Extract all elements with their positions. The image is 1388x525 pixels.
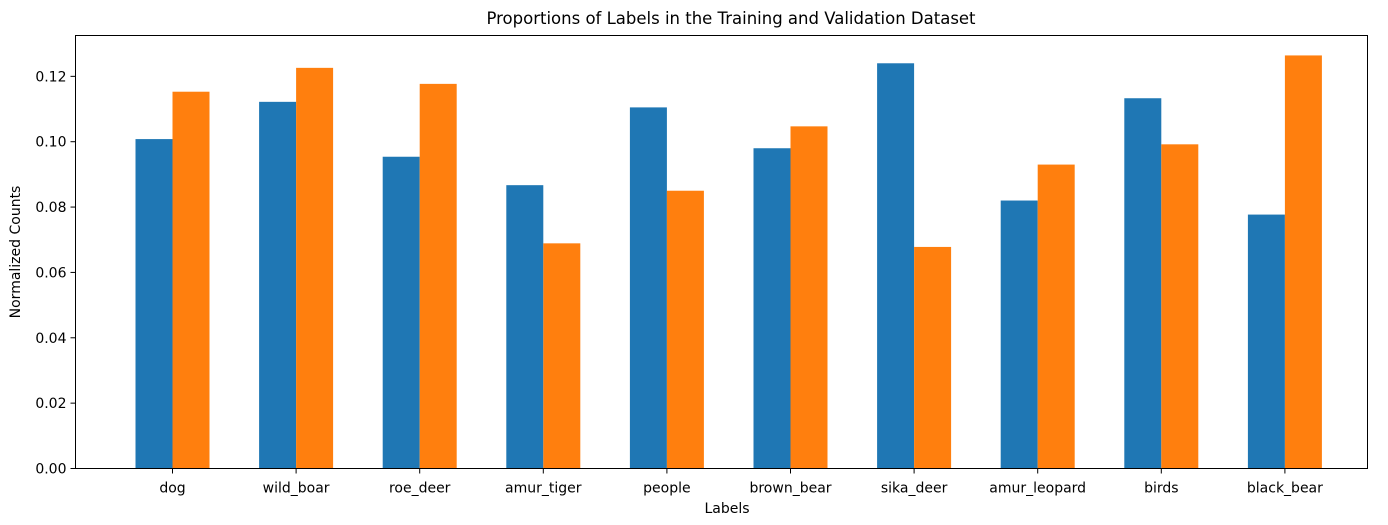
x-tick-label-dog: dog <box>159 481 185 497</box>
bar-black_bear-series-2 <box>1284 55 1322 469</box>
y-tick-label: 0.10 <box>35 135 66 151</box>
x-tick-label-people: people <box>643 481 690 497</box>
x-axis-label: Labels <box>704 501 749 517</box>
y-tick-label: 0.00 <box>35 462 66 478</box>
x-tick-label-birds: birds <box>1144 481 1178 497</box>
bar-wild_boar-series-2 <box>296 67 334 469</box>
bar-dog-series-1 <box>135 139 173 469</box>
bar-brown_bear-series-1 <box>753 148 791 469</box>
x-tick-label-amur_tiger: amur_tiger <box>505 481 582 497</box>
bar-sika_deer-series-2 <box>914 246 952 469</box>
bar-birds-series-2 <box>1161 144 1199 469</box>
y-tick-label: 0.04 <box>35 331 66 347</box>
plot-frame <box>75 35 1368 469</box>
y-tick-label: 0.08 <box>35 200 66 216</box>
x-tick-label-black_bear: black_bear <box>1247 481 1323 497</box>
y-tick-label: 0.12 <box>35 69 66 85</box>
x-tick-label-roe_deer: roe_deer <box>389 481 451 497</box>
bar-birds-series-1 <box>1124 98 1162 469</box>
bar-dog-series-2 <box>172 91 210 469</box>
y-tick-label: 0.06 <box>35 265 66 281</box>
x-tick-label-sika_deer: sika_deer <box>881 481 948 497</box>
bar-roe_deer-series-2 <box>419 83 457 469</box>
bar-sika_deer-series-1 <box>877 63 915 469</box>
x-axis: dog wild_boar roe_deer amur_tiger people brow… <box>159 468 1323 497</box>
x-tick-label-wild_boar: wild_boar <box>263 481 330 497</box>
bar-amur_leopard-series-1 <box>1000 200 1038 469</box>
bar-brown_bear-series-2 <box>790 126 828 469</box>
y-axis: 0.00 0.02 0.04 0.06 0.08 0.10 0.12 <box>35 69 76 478</box>
bars-layer <box>135 55 1322 469</box>
bar-people-series-2 <box>666 190 704 469</box>
bar-people-series-1 <box>629 107 667 469</box>
chart-title: Proportions of Labels in the Training an… <box>486 9 976 28</box>
x-tick-label-brown_bear: brown_bear <box>749 481 831 497</box>
bar-amur_leopard-series-2 <box>1037 164 1075 469</box>
y-tick-label: 0.02 <box>35 396 66 412</box>
bar-roe_deer-series-1 <box>382 156 420 469</box>
x-tick-label-amur_leopard: amur_leopard <box>989 481 1086 497</box>
bar-wild_boar-series-1 <box>259 101 297 469</box>
bar-amur_tiger-series-1 <box>506 185 544 469</box>
bar-amur_tiger-series-2 <box>543 243 581 469</box>
bar-black_bear-series-1 <box>1247 214 1285 469</box>
y-axis-label: Normalized Counts <box>8 186 24 319</box>
